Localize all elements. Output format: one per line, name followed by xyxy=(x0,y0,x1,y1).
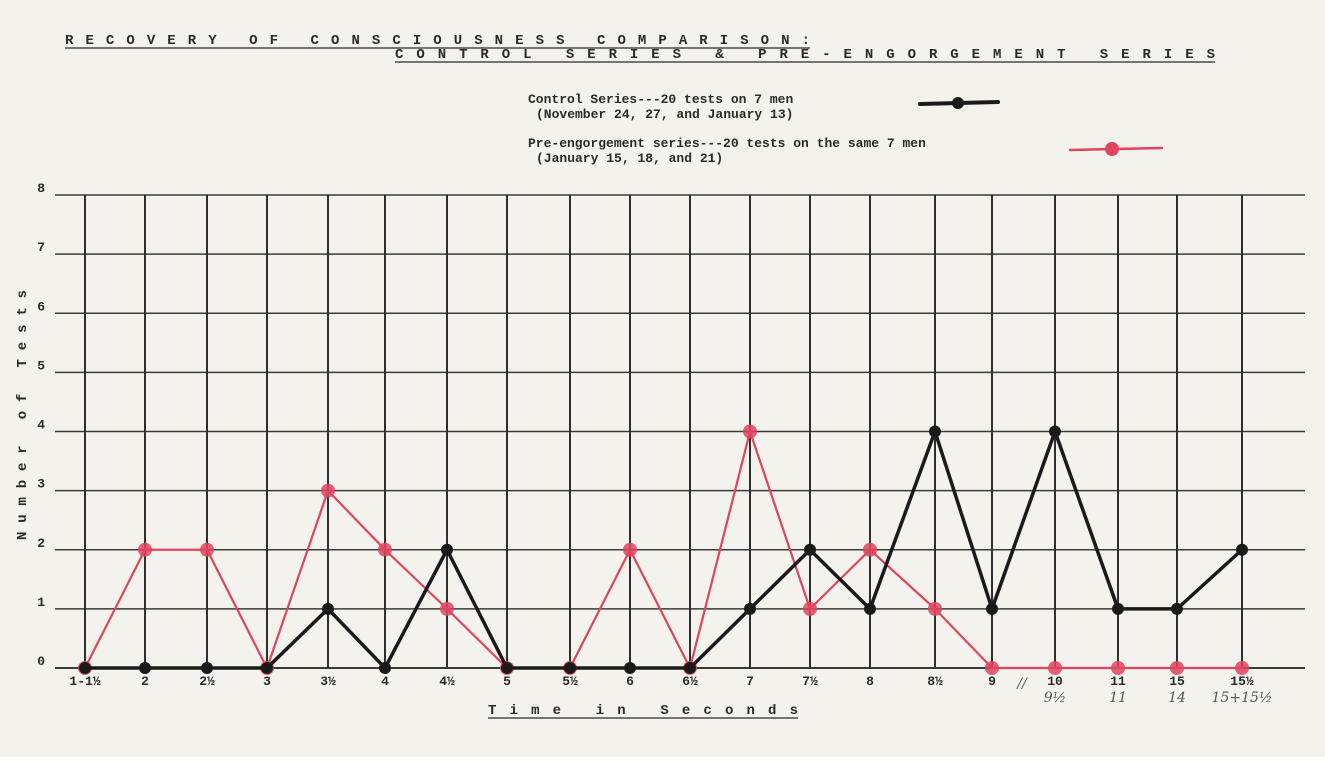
legend-pre-line-1: Pre-engorgement series---20 tests on the… xyxy=(528,136,926,151)
x-tick-label: 5½ xyxy=(562,674,578,689)
y-tick-label: 0 xyxy=(37,654,45,669)
control-point-10 xyxy=(684,662,696,674)
control-point-4 xyxy=(322,602,334,615)
y-tick-label: 2 xyxy=(37,536,45,551)
y-tick-label: 8 xyxy=(37,181,45,196)
control-point-12 xyxy=(804,543,816,556)
x-tick-label: 8 xyxy=(866,674,874,689)
y-tick-label: 7 xyxy=(37,240,45,255)
pre-engorgement-point-19 xyxy=(1235,661,1249,675)
legend-control-line-1: Control Series---20 tests on 7 men xyxy=(528,92,793,107)
y-tick-label: 3 xyxy=(37,477,45,492)
x-tick-label: 3½ xyxy=(320,674,336,689)
x-tick-label: 6 xyxy=(626,674,634,689)
pre-engorgement-point-13 xyxy=(863,542,877,557)
legend-control-line-2: (November 24, 27, and January 13) xyxy=(536,107,793,122)
pre-engorgement-point-12 xyxy=(803,601,817,616)
handwritten-tick-note: 14 xyxy=(1168,690,1186,706)
x-tick-label: 8½ xyxy=(927,674,943,689)
grid xyxy=(55,194,1305,669)
control-point-6 xyxy=(441,543,453,556)
pre-engorgement-point-14 xyxy=(928,601,942,616)
x-tick-label: 2 xyxy=(141,674,149,689)
control-point-9 xyxy=(624,662,636,674)
x-tick-label: 7 xyxy=(746,674,754,689)
pre-engorgement-point-4 xyxy=(321,483,335,498)
x-tick-label: 15½ xyxy=(1230,674,1254,689)
pre-engorgement-point-1 xyxy=(138,542,152,557)
x-tick-label: 3 xyxy=(263,674,271,689)
handwritten-tick-note: 15+15½ xyxy=(1212,690,1273,706)
pre-engorgement-point-17 xyxy=(1111,661,1125,675)
control-point-19 xyxy=(1236,543,1248,556)
y-tick-label: 1 xyxy=(37,595,45,610)
control-point-2 xyxy=(201,662,213,674)
y-tick-label: 4 xyxy=(37,418,45,433)
control-point-18 xyxy=(1171,602,1183,615)
legend-control-marker xyxy=(952,97,964,109)
pre-engorgement-point-6 xyxy=(440,601,454,616)
pre-engorgement-point-5 xyxy=(378,542,392,557)
pre-engorgement-point-16 xyxy=(1048,661,1062,675)
pre-engorgement-series-line xyxy=(83,430,1244,670)
control-point-0 xyxy=(79,662,91,674)
legend: Control Series---20 tests on 7 men (Nove… xyxy=(528,92,1164,166)
control-point-17 xyxy=(1112,602,1124,615)
control-point-1 xyxy=(139,662,151,674)
control-point-11 xyxy=(744,602,756,615)
series-layer xyxy=(78,424,1249,675)
handwritten-tick-note: // xyxy=(1015,676,1028,692)
legend-pre-marker xyxy=(1105,142,1119,156)
control-point-14 xyxy=(929,425,941,438)
chart-title-line-1: RECOVERY OF CONSCIOUSNESS COMPARISON: xyxy=(65,33,810,49)
x-tick-label: 10 xyxy=(1047,674,1063,689)
y-tick-label: 5 xyxy=(37,358,45,373)
y-tick-label: 6 xyxy=(37,299,45,314)
control-series-line xyxy=(83,429,1244,670)
x-tick-label: 9 xyxy=(988,674,996,689)
pre-engorgement-point-2 xyxy=(200,542,214,557)
x-tick-label: 4½ xyxy=(439,674,455,689)
y-axis-label: Number of Tests xyxy=(15,290,31,540)
legend-pre-line-2: (January 15, 18, and 21) xyxy=(536,151,723,166)
control-point-3 xyxy=(261,662,273,674)
x-tick-label: 2½ xyxy=(199,674,215,689)
x-axis-label: Time in Seconds xyxy=(488,703,798,719)
x-tick-label: 1-1½ xyxy=(69,674,100,689)
control-point-15 xyxy=(986,602,998,615)
control-point-5 xyxy=(379,662,391,674)
x-tick-label: 4 xyxy=(381,674,389,689)
control-point-8 xyxy=(564,662,576,674)
chart-title-line-2: CONTROL SERIES & PRE-ENGORGEMENT SERIES xyxy=(395,47,1215,63)
x-tick-label: 6½ xyxy=(682,674,698,689)
pre-engorgement-point-9 xyxy=(623,542,637,557)
pre-engorgement-point-18 xyxy=(1170,661,1184,675)
handwritten-tick-note: 11 xyxy=(1109,690,1127,706)
pre-engorgement-point-15 xyxy=(985,661,999,675)
x-tick-label: 5 xyxy=(503,674,511,689)
x-tick-label: 15 xyxy=(1169,674,1185,689)
control-point-7 xyxy=(501,662,513,674)
pre-engorgement-point-11 xyxy=(743,424,757,439)
control-point-16 xyxy=(1049,425,1061,438)
x-tick-label: 11 xyxy=(1110,674,1126,689)
handwritten-tick-note: 9½ xyxy=(1044,690,1066,706)
x-tick-label: 7½ xyxy=(802,674,818,689)
control-point-13 xyxy=(864,602,876,615)
